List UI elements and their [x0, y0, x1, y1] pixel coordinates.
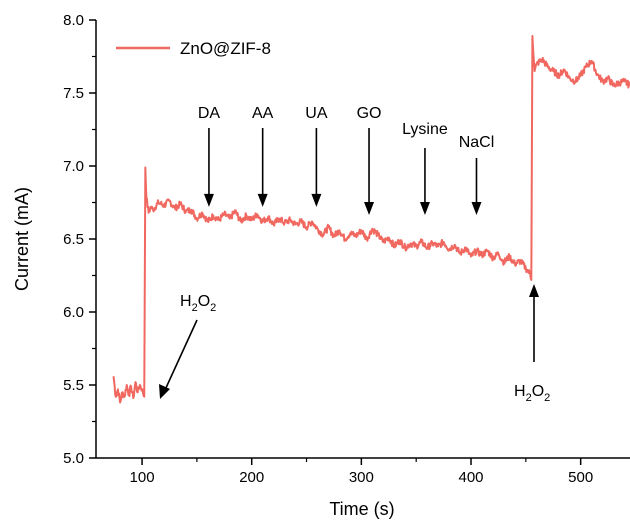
- annotation-arrow-head: [471, 202, 482, 215]
- h2o2-arrow-left-head: [159, 384, 170, 399]
- annotation-label: Lysine: [402, 121, 448, 138]
- x-tick-label: 400: [458, 469, 483, 486]
- x-tick-label: 500: [568, 469, 593, 486]
- h2o2-right-o: O: [532, 383, 544, 400]
- tick-labels: 5.0 5.5 6.0 6.5 7.0 7.5 8.0 100 200 300 400 500: [63, 12, 593, 486]
- series-line-znozif8: [112, 35, 630, 404]
- h2o2-left-o: O: [198, 293, 210, 310]
- h2o2-arrow-right-head: [529, 284, 539, 297]
- annotation-arrow-head: [203, 193, 214, 207]
- h2o2-left-sub2: 2: [210, 302, 216, 314]
- annotation-arrow-head: [364, 202, 375, 215]
- series-group: [112, 35, 630, 404]
- y-tick-label: 6.5: [63, 231, 84, 248]
- y-tick-label: 7.5: [63, 85, 84, 102]
- y-tick-label: 5.0: [63, 450, 84, 467]
- h2o2-label-right: H2O2: [514, 383, 550, 404]
- annotation-arrow-head: [311, 193, 322, 207]
- h2o2-annotations: H2O2 H2O2: [159, 284, 550, 404]
- h2o2-right-sub2: 2: [544, 392, 550, 404]
- y-tick-label: 6.0: [63, 304, 84, 321]
- annotations: DA AA UA GO Lysine NaCl: [198, 105, 494, 215]
- annotation-arrow-head: [257, 193, 268, 207]
- legend-label: ZnO@ZIF-8: [180, 39, 271, 58]
- y-tick-label: 8.0: [63, 12, 84, 29]
- h2o2-arrow-left-shaft: [164, 319, 198, 391]
- h2o2-right-sub1: 2: [526, 392, 532, 404]
- x-tick-label: 200: [239, 469, 264, 486]
- annotation-label: GO: [357, 105, 382, 122]
- annotation-label: NaCl: [459, 134, 495, 151]
- x-tick-label: 300: [349, 469, 374, 486]
- x-axis-title: Time (s): [329, 499, 394, 519]
- y-axis-title: Current (mA): [12, 187, 32, 291]
- legend: ZnO@ZIF-8: [116, 39, 271, 58]
- ticks: [89, 19, 582, 465]
- annotation-label: AA: [252, 105, 274, 122]
- x-tick-label: 100: [130, 469, 155, 486]
- y-tick-label: 5.5: [63, 377, 84, 394]
- annotation-arrow-head: [419, 202, 430, 215]
- annotation-label: UA: [305, 105, 328, 122]
- h2o2-left-sub1: 2: [192, 302, 198, 314]
- h2o2-label-left: H2O2: [180, 293, 216, 314]
- annotation-label: DA: [198, 105, 221, 122]
- h2o2-left-h: H: [180, 293, 192, 310]
- h2o2-right-h: H: [514, 383, 526, 400]
- y-tick-label: 7.0: [63, 158, 84, 175]
